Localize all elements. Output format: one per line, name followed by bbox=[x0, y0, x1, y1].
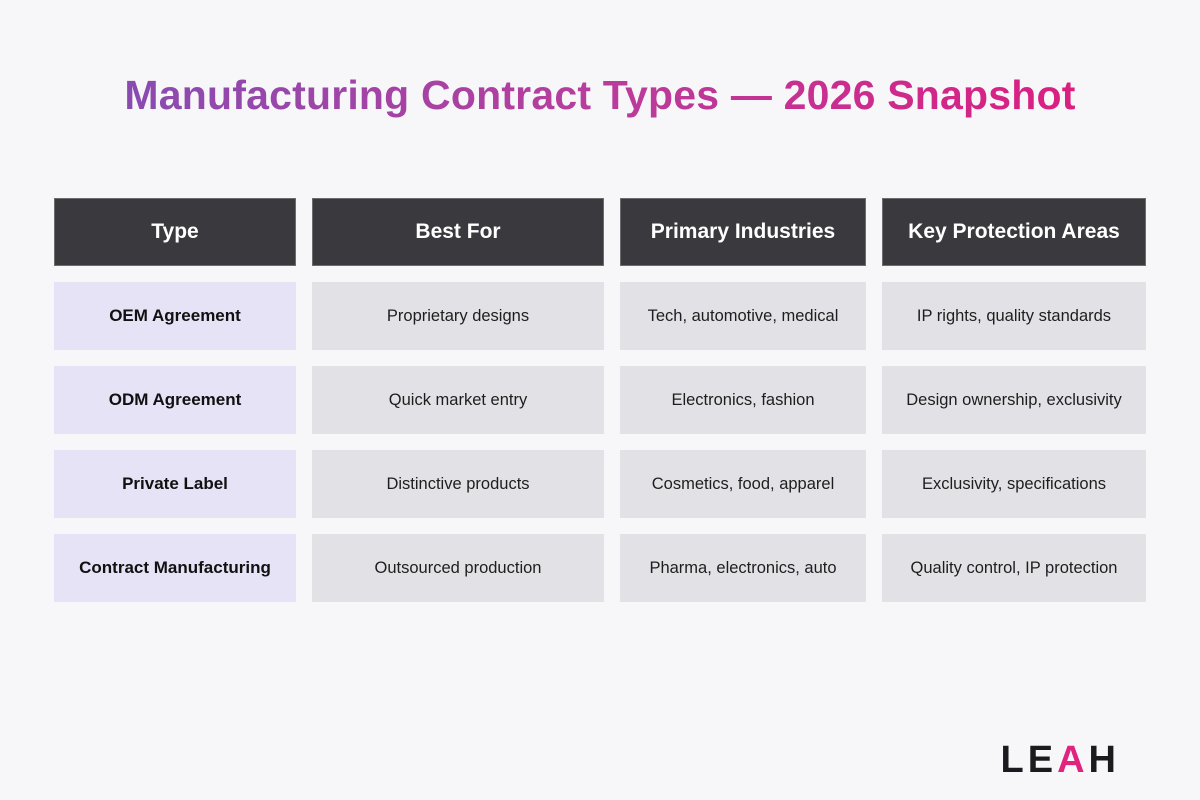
contract-types-table: Type Best For Primary Industries Key Pro… bbox=[54, 198, 1146, 602]
table-cell-type: Private Label bbox=[54, 450, 296, 518]
logo-prefix: LE bbox=[1000, 739, 1058, 781]
table-cell-primary-industries: Pharma, electronics, auto bbox=[620, 534, 866, 602]
column-header-best-for: Best For bbox=[312, 198, 604, 266]
table-cell-best-for: Distinctive products bbox=[312, 450, 604, 518]
logo-suffix: H bbox=[1088, 739, 1120, 781]
column-header-type: Type bbox=[54, 198, 296, 266]
table-cell-type: OEM Agreement bbox=[54, 282, 296, 350]
column-header-primary-industries: Primary Industries bbox=[620, 198, 866, 266]
table-cell-type: ODM Agreement bbox=[54, 366, 296, 434]
table-cell-best-for: Quick market entry bbox=[312, 366, 604, 434]
table-cell-type: Contract Manufacturing bbox=[54, 534, 296, 602]
logo-accent-letter: A bbox=[1057, 739, 1089, 781]
page-title: Manufacturing Contract Types — 2026 Snap… bbox=[0, 70, 1200, 120]
table-cell-best-for: Outsourced production bbox=[312, 534, 604, 602]
table-cell-key-protection-areas: IP rights, quality standards bbox=[882, 282, 1146, 350]
table-cell-key-protection-areas: Design ownership, exclusivity bbox=[882, 366, 1146, 434]
column-header-key-protection-areas: Key Protection Areas bbox=[882, 198, 1146, 266]
table-cell-key-protection-areas: Exclusivity, specifications bbox=[882, 450, 1146, 518]
leah-logo: LEAH bbox=[1001, 738, 1120, 782]
table-cell-primary-industries: Electronics, fashion bbox=[620, 366, 866, 434]
table-cell-best-for: Proprietary designs bbox=[312, 282, 604, 350]
table-cell-key-protection-areas: Quality control, IP protection bbox=[882, 534, 1146, 602]
table-cell-primary-industries: Cosmetics, food, apparel bbox=[620, 450, 866, 518]
table-cell-primary-industries: Tech, automotive, medical bbox=[620, 282, 866, 350]
